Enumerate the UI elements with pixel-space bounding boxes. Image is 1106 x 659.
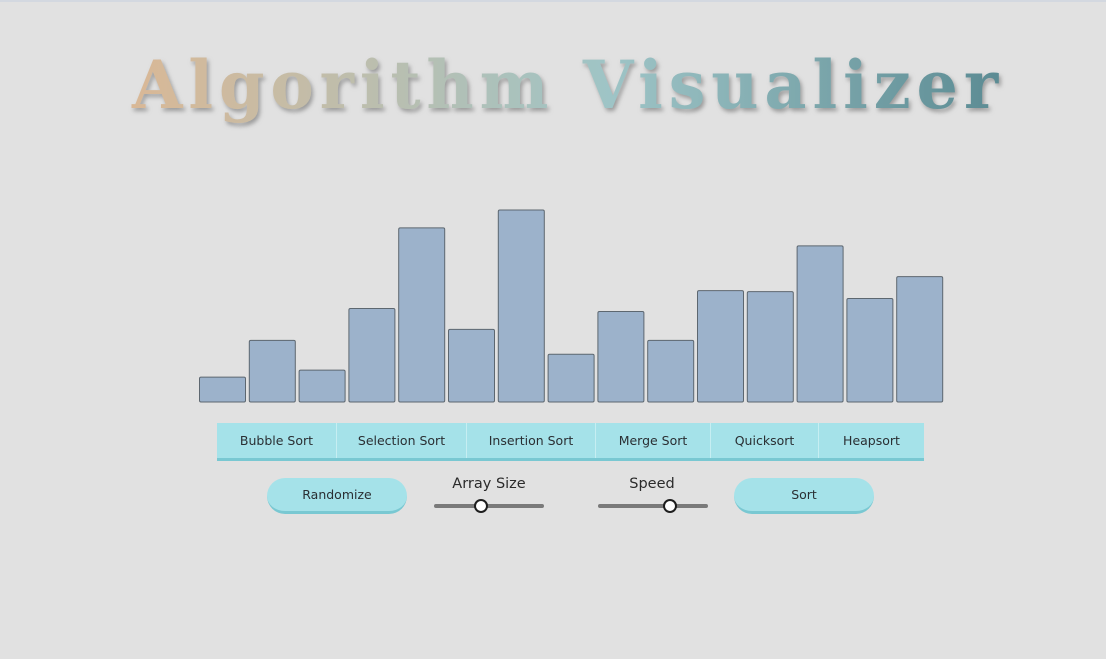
bubble-sort-button[interactable]: Bubble Sort bbox=[217, 423, 337, 458]
page-title: Algorithm Visualizer bbox=[0, 36, 1106, 136]
randomize-button[interactable]: Randomize bbox=[267, 478, 407, 514]
array-visualization bbox=[198, 200, 944, 405]
array-bar bbox=[298, 369, 346, 403]
array-bar bbox=[348, 307, 396, 403]
array-size-slider[interactable] bbox=[434, 499, 544, 513]
speed-thumb[interactable] bbox=[662, 499, 677, 513]
insertion-sort-button[interactable]: Insertion Sort bbox=[467, 423, 596, 458]
merge-sort-button[interactable]: Merge Sort bbox=[596, 423, 711, 458]
selection-sort-button[interactable]: Selection Sort bbox=[337, 423, 467, 458]
algorithm-selector: Bubble Sort Selection Sort Insertion Sor… bbox=[217, 423, 924, 461]
array-bar bbox=[547, 353, 595, 403]
speed-label: Speed bbox=[629, 476, 675, 492]
array-bar bbox=[697, 290, 744, 403]
sort-button[interactable]: Sort bbox=[734, 478, 874, 514]
array-bar bbox=[448, 328, 495, 403]
quicksort-button[interactable]: Quicksort bbox=[711, 423, 819, 458]
title-svg: Algorithm Visualizer bbox=[131, 46, 1004, 124]
array-bar bbox=[746, 291, 794, 403]
array-bar bbox=[846, 298, 894, 403]
array-bar bbox=[597, 310, 645, 403]
array-size-label: Array Size bbox=[452, 476, 526, 492]
speed-slider[interactable] bbox=[598, 499, 708, 513]
array-size-track bbox=[434, 504, 544, 508]
array-size-thumb[interactable] bbox=[474, 499, 489, 513]
array-bar bbox=[647, 339, 695, 403]
heapsort-button[interactable]: Heapsort bbox=[843, 433, 900, 448]
top-border bbox=[0, 0, 1106, 2]
array-bar bbox=[199, 376, 246, 403]
title-text: Algorithm Visualizer bbox=[131, 46, 1004, 124]
array-bar bbox=[896, 276, 944, 403]
array-bar bbox=[398, 227, 446, 403]
speed-track bbox=[598, 504, 708, 508]
array-bar bbox=[248, 339, 296, 403]
bars-svg bbox=[199, 209, 944, 403]
array-bar bbox=[497, 209, 545, 403]
array-bar bbox=[796, 245, 844, 403]
